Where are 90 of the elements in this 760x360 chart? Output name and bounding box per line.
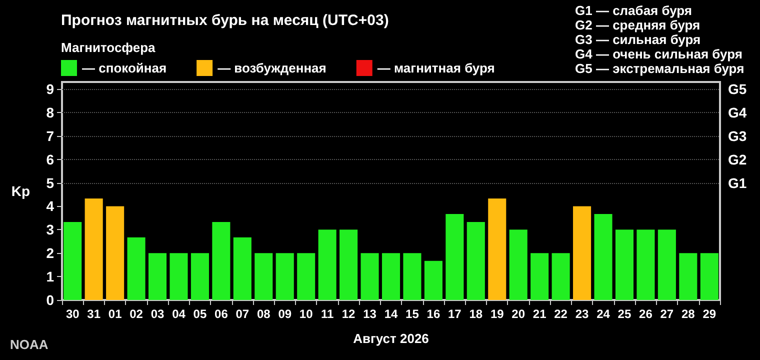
- x-tick-label: 15: [406, 307, 420, 321]
- text: G2 — средняя буря: [575, 18, 700, 32]
- bar: [679, 253, 698, 300]
- bar: [424, 260, 442, 300]
- x-tick-label: 12: [342, 307, 356, 321]
- bar: [254, 253, 273, 300]
- bar: [658, 230, 676, 300]
- ref-line-label: G2: [728, 151, 747, 168]
- ref-line-label: G4: [728, 104, 747, 120]
- bar: [573, 206, 592, 300]
- y-axis-title: Kp: [11, 183, 30, 199]
- x-tick-label: 20: [512, 307, 526, 321]
- x-tick-label: 22: [554, 307, 568, 321]
- bar: [106, 206, 124, 300]
- ref-line-label: G1: [728, 174, 747, 191]
- y-tick-label: 1: [46, 268, 54, 285]
- x-tick-label: 24: [596, 307, 610, 321]
- legend-label: — спокойная: [82, 60, 167, 76]
- x-tick-label: 21: [532, 307, 547, 321]
- y-tick-label: 5: [46, 174, 54, 191]
- x-tick-label: 06: [214, 307, 228, 321]
- bar: [340, 230, 358, 300]
- x-tick-label: 29: [702, 307, 716, 321]
- x-axis-title: Август 2026: [353, 331, 429, 346]
- x-tick-label: 03: [150, 307, 165, 321]
- bar: [466, 222, 485, 300]
- y-tick-label: 4: [46, 198, 54, 214]
- y-tick-label: 7: [46, 128, 54, 144]
- text: G3 — сильная буря: [575, 32, 701, 47]
- x-tick-label: 14: [384, 307, 398, 321]
- x-tick-label: 18: [469, 307, 483, 321]
- text: NOAA: [10, 337, 49, 352]
- bar: [509, 230, 528, 300]
- bar: [127, 237, 146, 300]
- y-tick-label: 8: [46, 104, 54, 120]
- x-tick-label: 16: [426, 307, 440, 321]
- x-tick-label: 05: [193, 307, 207, 321]
- x-tick-label: 31: [87, 307, 101, 321]
- text: G5 — экстремальная буря: [575, 61, 744, 76]
- x-tick-label: 23: [575, 307, 590, 321]
- x-tick-label: 26: [639, 307, 653, 321]
- x-tick-label: 04: [172, 307, 186, 321]
- legend-label: — магнитная буря: [377, 60, 495, 76]
- x-tick-label: 02: [130, 307, 144, 321]
- text: G4 — очень сильная буря: [575, 46, 742, 62]
- bar: [170, 253, 188, 300]
- y-tick-label: 3: [46, 222, 54, 238]
- x-tick-label: 19: [490, 307, 504, 321]
- bar: [446, 214, 464, 300]
- bar: [318, 230, 336, 300]
- bar: [594, 214, 612, 300]
- x-tick-label: 07: [236, 307, 250, 321]
- bar: [64, 222, 82, 300]
- chart-subtitle: Магнитосфера: [61, 40, 156, 55]
- bar: [276, 253, 294, 300]
- bar: [700, 253, 718, 300]
- bar: [360, 253, 379, 300]
- x-tick-label: 09: [278, 307, 292, 321]
- bar: [233, 237, 252, 300]
- bar: [530, 253, 549, 300]
- x-tick-label: 25: [618, 307, 632, 321]
- bar: [84, 198, 103, 300]
- x-tick-label: 27: [660, 307, 674, 321]
- ref-line-label: G3: [728, 128, 747, 144]
- x-tick-label: 11: [320, 307, 334, 321]
- bar: [148, 253, 167, 300]
- bar: [212, 222, 230, 300]
- bar: [190, 253, 209, 300]
- x-tick-label: 17: [448, 307, 462, 321]
- ref-line-label: G5: [728, 81, 747, 98]
- x-tick-label: 10: [299, 307, 314, 321]
- y-tick-label: 0: [46, 292, 54, 308]
- bar: [615, 230, 634, 300]
- bar: [488, 198, 506, 300]
- bar: [382, 253, 400, 300]
- bar: [403, 253, 422, 300]
- y-tick-label: 6: [46, 151, 54, 168]
- y-tick-label: 2: [46, 245, 54, 262]
- x-tick-label: 08: [256, 307, 271, 321]
- x-tick-label: 30: [66, 307, 80, 321]
- chart-title: Прогноз магнитных бурь на месяц (UTC+03): [61, 12, 389, 29]
- x-tick-label: 13: [363, 307, 377, 321]
- text: G1 — слабая буря: [575, 3, 692, 18]
- x-tick-label: 01: [108, 307, 122, 321]
- bar: [297, 253, 316, 300]
- x-tick-label: 28: [681, 307, 696, 321]
- y-tick-label: 9: [46, 81, 54, 98]
- legend-label: — возбужденная: [218, 60, 326, 76]
- bar: [636, 230, 655, 300]
- bar: [552, 253, 570, 300]
